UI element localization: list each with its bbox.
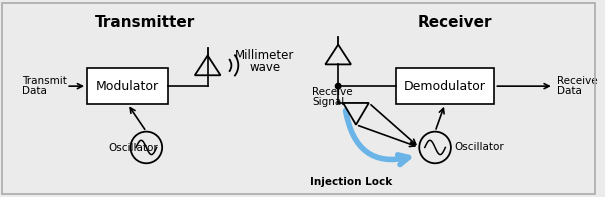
FancyArrowPatch shape <box>345 111 408 164</box>
Text: Data: Data <box>557 86 581 96</box>
Text: Receive: Receive <box>557 76 597 86</box>
Text: Data: Data <box>22 86 47 96</box>
Text: Oscillator: Oscillator <box>455 142 505 152</box>
Text: Oscillator: Oscillator <box>109 143 159 153</box>
Text: Modulator: Modulator <box>96 80 159 93</box>
Bar <box>396 68 494 104</box>
Text: Transmit: Transmit <box>22 76 67 86</box>
Text: Demodulator: Demodulator <box>404 80 486 93</box>
Text: wave: wave <box>249 61 281 74</box>
Bar <box>87 68 168 104</box>
Text: Receive: Receive <box>312 87 353 97</box>
Text: Injection Lock: Injection Lock <box>310 177 392 187</box>
Text: Transmitter: Transmitter <box>95 15 195 30</box>
Text: Millimeter: Millimeter <box>235 49 295 62</box>
Text: Receiver: Receiver <box>417 15 492 30</box>
Text: Signal: Signal <box>312 97 345 107</box>
Circle shape <box>335 83 341 89</box>
